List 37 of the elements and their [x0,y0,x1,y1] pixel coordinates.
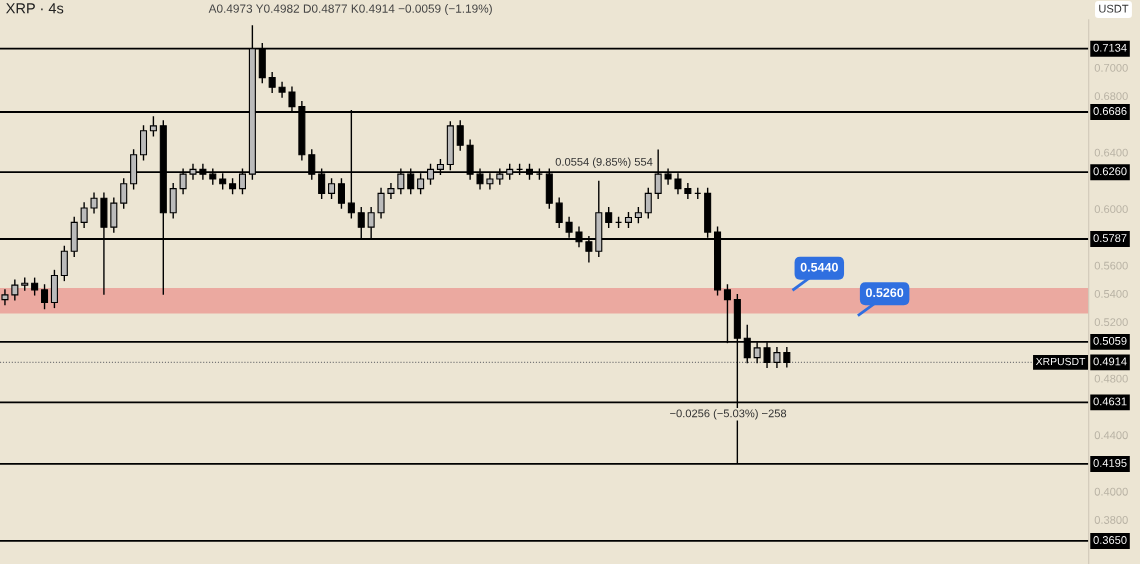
candlestick [11,278,19,302]
candlestick [268,71,276,94]
annotation: 0.5260 [866,288,904,298]
candlestick [783,346,791,369]
annotation: −0.0256 (−5.03%) −258 [670,409,787,420]
candlestick [328,177,336,200]
candlestick [387,182,395,200]
candlestick [80,201,88,229]
candlestick [1,288,9,306]
annotation: 0.5440 [800,262,838,272]
candlestick [149,115,157,138]
candlestick [456,119,464,152]
annotation: 0.0554 (9.85%) 554 [555,157,653,168]
chart-title: XRP · 4s [6,3,64,14]
ref-line-label: 0.4914 [1093,357,1127,366]
ref-line-label: 0.6686 [1093,107,1127,115]
candlestick [90,191,98,215]
text: USDT [1099,4,1129,13]
candlestick [337,177,345,210]
ref-line-label: 0.4631 [1093,397,1127,406]
candlestick [773,346,781,369]
chart-subtitle: A0.4973 Y0.4982 D0.4877 K0.4914 −0.0059 (−1.19%) [208,4,492,16]
candlestick [555,196,563,229]
ref-line-label: 0.5059 [1093,337,1127,345]
candlestick [605,206,613,229]
candlestick [684,182,692,200]
ref-line-label: 0.4195 [1093,459,1127,467]
ref-line-label: 0.7134 [1093,43,1127,52]
ref-line-label: 0.5787 [1093,234,1127,243]
ref-line-label: 0.6260 [1093,167,1127,176]
candlestick [120,177,128,210]
candlestick [278,80,286,99]
annotation: XRPUSDT [1035,357,1086,366]
candlestick [377,187,385,220]
candlestick [644,187,652,220]
candlestick [41,283,49,310]
ref-line-label: 0.3650 [1093,536,1127,544]
